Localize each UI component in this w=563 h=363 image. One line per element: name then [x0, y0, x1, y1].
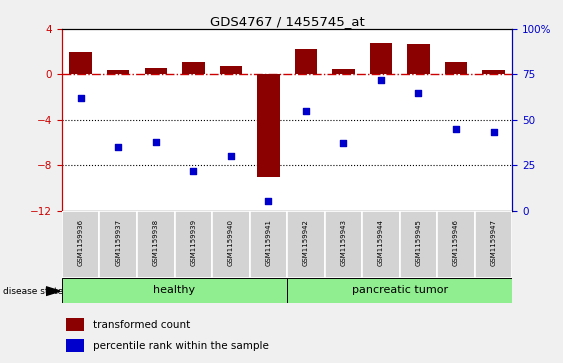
Text: GSM1159947: GSM1159947 [490, 219, 497, 266]
Bar [482, 70, 505, 74]
Bar [100, 211, 137, 278]
Bar [107, 70, 129, 74]
Polygon shape [46, 287, 60, 295]
Text: GSM1159938: GSM1159938 [153, 219, 159, 266]
Bar [407, 44, 430, 74]
Bar [182, 62, 204, 74]
Text: healthy: healthy [154, 285, 195, 295]
Bar [145, 68, 167, 74]
Text: disease state: disease state [3, 287, 63, 295]
Text: GSM1159943: GSM1159943 [341, 219, 346, 266]
Bar [66, 339, 84, 352]
Bar [62, 211, 100, 278]
Point [452, 126, 461, 132]
Bar [445, 62, 467, 74]
Bar [325, 211, 362, 278]
Bar [437, 211, 475, 278]
Text: transformed count: transformed count [93, 320, 191, 330]
Point [226, 153, 235, 159]
Point [189, 168, 198, 174]
Bar [287, 211, 325, 278]
Text: GSM1159944: GSM1159944 [378, 219, 384, 266]
Bar [475, 211, 512, 278]
Text: GSM1159945: GSM1159945 [415, 219, 422, 266]
Point [489, 130, 498, 135]
Bar [400, 211, 437, 278]
Point [114, 144, 123, 150]
Point [151, 139, 160, 144]
Text: GSM1159936: GSM1159936 [78, 219, 84, 266]
Text: GSM1159942: GSM1159942 [303, 219, 309, 266]
Point [301, 108, 310, 114]
Text: GSM1159940: GSM1159940 [228, 219, 234, 266]
Text: GSM1159939: GSM1159939 [190, 219, 196, 266]
Bar [175, 211, 212, 278]
Point [76, 95, 85, 101]
Point [339, 140, 348, 146]
Point [377, 77, 386, 83]
Bar [362, 211, 400, 278]
Point [414, 90, 423, 95]
Bar [62, 278, 287, 303]
Text: GSM1159937: GSM1159937 [115, 219, 121, 266]
Bar [370, 43, 392, 74]
Bar [332, 69, 355, 74]
Text: GSM1159946: GSM1159946 [453, 219, 459, 266]
Bar [212, 211, 249, 278]
Bar [137, 211, 175, 278]
Bar [220, 66, 242, 74]
Text: pancreatic tumor: pancreatic tumor [352, 285, 448, 295]
Bar [294, 49, 317, 74]
Point [264, 199, 273, 204]
Text: GSM1159941: GSM1159941 [265, 219, 271, 266]
Bar [257, 74, 280, 176]
Bar [287, 278, 512, 303]
Bar [66, 318, 84, 331]
Bar [249, 211, 287, 278]
Text: percentile rank within the sample: percentile rank within the sample [93, 341, 269, 351]
Title: GDS4767 / 1455745_at: GDS4767 / 1455745_at [210, 15, 364, 28]
Bar [69, 52, 92, 74]
